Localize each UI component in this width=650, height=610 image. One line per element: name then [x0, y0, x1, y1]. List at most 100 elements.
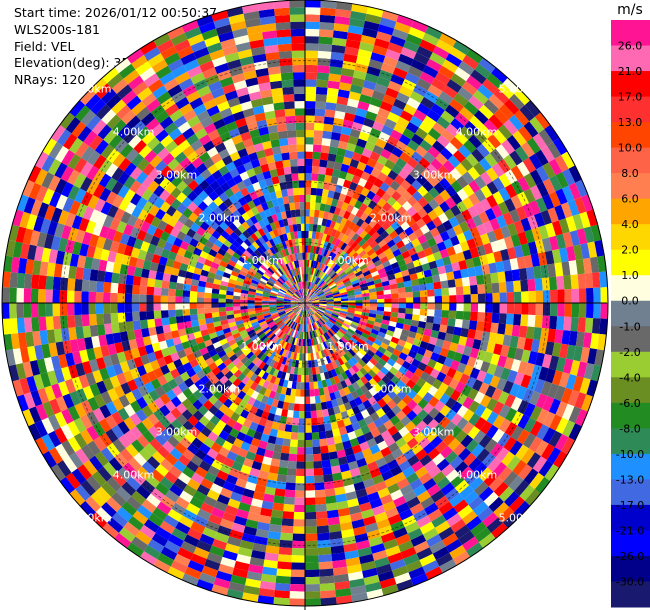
velocity-gate — [327, 444, 337, 453]
velocity-gate — [81, 291, 89, 303]
velocity-gate — [462, 285, 471, 295]
velocity-gate — [554, 204, 566, 221]
velocity-gate — [326, 502, 338, 512]
velocity-gate — [365, 13, 382, 25]
velocity-gate — [279, 137, 289, 147]
velocity-gate — [497, 271, 506, 283]
velocity-gate — [364, 141, 376, 152]
velocity-gate — [316, 311, 323, 317]
velocity-gate — [327, 516, 340, 526]
velocity-gate — [368, 313, 377, 318]
velocity-gate — [300, 382, 305, 390]
velocity-gate — [365, 339, 374, 347]
velocity-gate — [446, 227, 457, 239]
velocity-gate — [406, 389, 418, 400]
velocity-gates — [2, 0, 608, 606]
velocity-gate — [354, 310, 362, 315]
velocity-gate — [305, 93, 316, 102]
velocity-gate — [360, 124, 373, 135]
velocity-gate — [500, 367, 511, 381]
velocity-gate — [469, 247, 480, 259]
velocity-gate — [103, 303, 111, 314]
velocity-gate — [286, 130, 297, 138]
velocity-gate — [519, 105, 535, 122]
velocity-gate — [366, 360, 375, 370]
velocity-gate — [369, 357, 378, 366]
velocity-gate — [387, 80, 402, 93]
velocity-gate — [578, 303, 587, 318]
velocity-gate — [376, 370, 386, 380]
velocity-gate — [341, 234, 349, 243]
velocity-gate — [305, 209, 310, 217]
velocity-gate — [326, 304, 334, 307]
velocity-gate — [369, 299, 378, 303]
velocity-gate — [417, 346, 427, 356]
velocity-gate — [459, 354, 470, 366]
velocity-gate — [355, 299, 363, 303]
velocity-gate — [305, 303, 312, 307]
velocity-gate — [319, 303, 327, 306]
velocity-gate — [379, 327, 388, 335]
velocity-gate — [430, 330, 440, 339]
velocity-gate — [501, 139, 516, 155]
velocity-gate — [316, 188, 324, 197]
velocity-gate — [540, 327, 549, 342]
velocity-gate — [562, 232, 574, 248]
velocity-gate — [391, 385, 402, 395]
velocity-gate — [292, 187, 300, 196]
velocity-gate — [305, 298, 311, 303]
velocity-gate — [325, 495, 337, 504]
velocity-gate — [305, 303, 311, 308]
velocity-gate — [411, 314, 420, 322]
velocity-gate — [160, 310, 169, 319]
velocity-gate — [434, 295, 443, 303]
velocity-gate — [478, 104, 494, 120]
velocity-gate — [427, 418, 440, 431]
velocity-gate — [529, 169, 543, 186]
velocity-gate — [407, 247, 418, 257]
velocity-gate — [536, 181, 549, 198]
velocity-gate — [491, 163, 505, 178]
velocity-gate — [315, 496, 327, 505]
velocity-gate — [343, 343, 351, 352]
velocity-gate — [362, 27, 378, 39]
velocity-gate — [318, 296, 326, 300]
velocity-gate — [407, 349, 418, 359]
velocity-gate — [544, 124, 560, 142]
velocity-gate — [469, 347, 480, 359]
velocity-gate — [343, 254, 351, 263]
velocity-gate — [390, 105, 404, 117]
velocity-gate — [483, 351, 494, 364]
velocity-gate — [211, 293, 219, 299]
velocity-gate — [347, 238, 355, 247]
velocity-gate — [16, 317, 26, 334]
velocity-gate — [338, 338, 346, 346]
velocity-gate — [562, 420, 576, 438]
velocity-gate — [339, 291, 348, 296]
velocity-gate — [403, 145, 416, 158]
velocity-gate — [415, 127, 428, 140]
velocity-gate — [305, 122, 315, 131]
velocity-gate — [338, 82, 352, 92]
velocity-gate — [422, 65, 439, 79]
velocity-gate — [294, 490, 305, 498]
velocity-gate — [433, 234, 444, 245]
velocity-gate — [419, 39, 437, 53]
velocity-gate — [485, 293, 493, 303]
velocity-gate — [328, 146, 338, 155]
velocity-gate — [410, 253, 420, 262]
velocity-gate — [305, 303, 312, 307]
velocity-gate — [104, 271, 113, 283]
velocity-gate — [498, 83, 515, 99]
velocity-gate — [351, 190, 361, 201]
velocity-gate — [375, 188, 386, 198]
velocity-gate — [554, 329, 564, 344]
velocity-gate — [339, 74, 353, 85]
velocity-gate — [277, 554, 292, 563]
velocity-gate — [412, 201, 423, 213]
velocity-gate — [344, 318, 353, 324]
velocity-gate — [426, 315, 435, 324]
velocity-gate — [502, 380, 514, 394]
velocity-gate — [318, 36, 333, 45]
velocity-gate — [312, 439, 321, 448]
